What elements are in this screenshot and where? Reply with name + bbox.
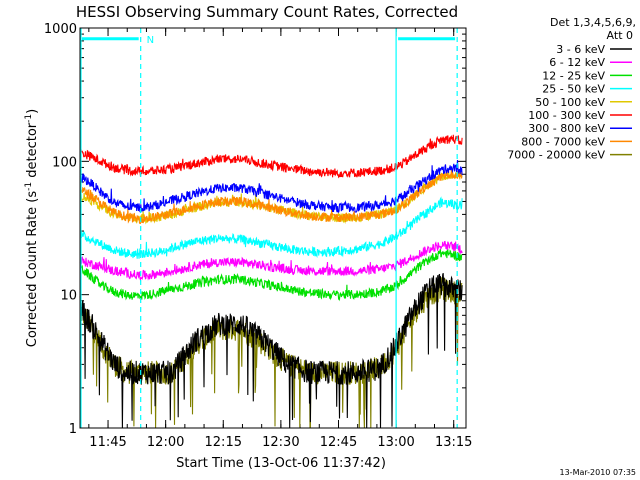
y-axis-label-text-2: detector [25, 122, 40, 182]
series-line-3to6keV [79, 273, 463, 429]
series-layer [79, 134, 463, 429]
footer-timestamp: 13-Mar-2010 07:35 [560, 468, 637, 477]
series-line-800to7000keV [79, 169, 463, 224]
night-bar-label: N [147, 35, 154, 46]
series-line-25to50keV [79, 196, 463, 259]
y-axis-label-text-3: ) [25, 109, 40, 114]
legend-entry-label: 3 - 6 keV [556, 43, 605, 56]
x-tick-label: 12:00 [147, 435, 184, 450]
y-tick-label: 1000 [44, 22, 77, 37]
y-tick-label: 100 [52, 155, 77, 170]
marker-layer: N [80, 28, 458, 428]
legend-entry-label: 12 - 25 keV [542, 69, 605, 82]
series-line-7000to20000keV [79, 277, 463, 429]
tick-labels: 1 10 100 1000 11:45 12:00 12:15 12:30 12:45 13:00… [44, 22, 473, 450]
x-tick-label: 13:00 [377, 435, 414, 450]
y-axis-label: Corrected Count Rate (s-1 detector-1) [24, 109, 40, 347]
legend-entry-label: 25 - 50 keV [542, 83, 605, 96]
plot-border [79, 27, 467, 429]
series-line-6to12keV [79, 240, 463, 282]
x-tick-label: 12:30 [262, 435, 299, 450]
legend-entry-label: 300 - 800 keV [528, 122, 605, 135]
y-axis-label-sup-2: -1 [24, 114, 34, 123]
legend-header-line-1: Det 1,3,4,5,6,9, [550, 16, 636, 29]
legend-header-line-2: Att 0 [607, 29, 633, 42]
x-tick-label: 12:45 [320, 435, 357, 450]
series-line-12to25keV [79, 248, 463, 302]
series-line-300to800keV [79, 159, 463, 214]
series-line-100to300keV [79, 134, 463, 179]
legend-entry-label: 800 - 7000 keV [521, 135, 605, 148]
x-tick-label: 13:15 [435, 435, 472, 450]
y-axis-label-text-1: Corrected Count Rate (s [25, 191, 40, 348]
legend-entry-label: 50 - 100 keV [535, 96, 605, 109]
legend-entry-label: 100 - 300 keV [528, 109, 605, 122]
x-tick-label: 11:45 [89, 435, 126, 450]
y-tick-label: 1 [69, 422, 77, 437]
x-tick-label: 12:15 [205, 435, 242, 450]
x-axis-label: Start Time (13-Oct-06 11:37:42) [176, 456, 386, 471]
legend-entry-label: 7000 - 20000 keV [507, 149, 605, 162]
plot-frame [79, 27, 467, 429]
legend-entry-label: 6 - 12 keV [549, 56, 605, 69]
chart-title: HESSI Observing Summary Count Rates, Cor… [76, 3, 458, 21]
y-tick-label: 10 [60, 289, 77, 304]
y-axis-label-sup-1: -1 [24, 182, 34, 191]
